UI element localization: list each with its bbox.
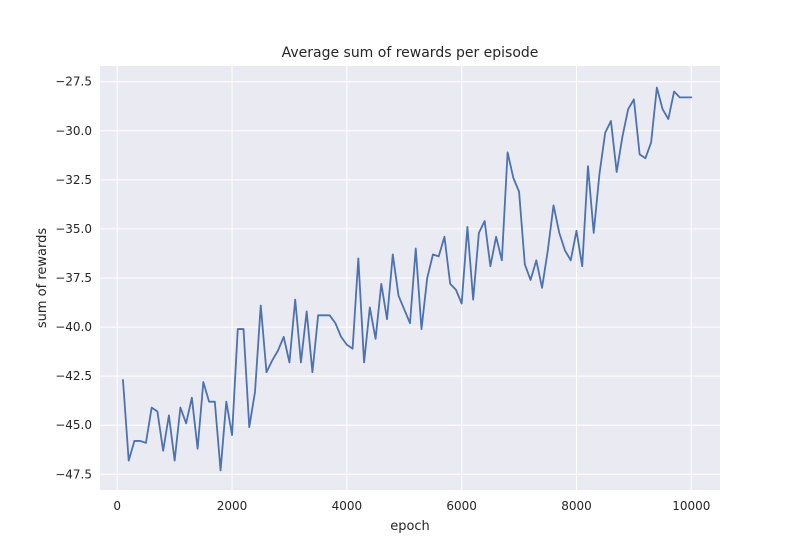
x-tick-label: 0 xyxy=(113,499,121,513)
y-tick-label: −40.0 xyxy=(55,320,92,334)
y-tick-label: −37.5 xyxy=(55,271,92,285)
y-tick-label: −45.0 xyxy=(55,418,92,432)
y-tick-label: −32.5 xyxy=(55,173,92,187)
x-tick-label: 6000 xyxy=(446,499,477,513)
x-axis-label: epoch xyxy=(390,519,430,534)
x-tick-label: 2000 xyxy=(217,499,248,513)
x-tick-label: 8000 xyxy=(561,499,592,513)
y-tick-label: −35.0 xyxy=(55,222,92,236)
y-tick-label: −42.5 xyxy=(55,369,92,383)
x-tick-label: 10000 xyxy=(672,499,710,513)
tick-labels: 0 2000 4000 6000 8000 10000 −47.5 −45.0 −42.5 −40… xyxy=(55,75,710,513)
y-tick-label: −47.5 xyxy=(55,467,92,481)
grid xyxy=(100,66,720,490)
y-axis-label: sum of rewards xyxy=(35,228,50,328)
series-layer xyxy=(122,86,693,472)
series-line xyxy=(122,86,693,472)
y-tick-label: −27.5 xyxy=(55,75,92,89)
x-tick-label: 4000 xyxy=(332,499,363,513)
chart-title: Average sum of rewards per episode xyxy=(282,45,539,61)
y-tick-label: −30.0 xyxy=(55,124,92,138)
